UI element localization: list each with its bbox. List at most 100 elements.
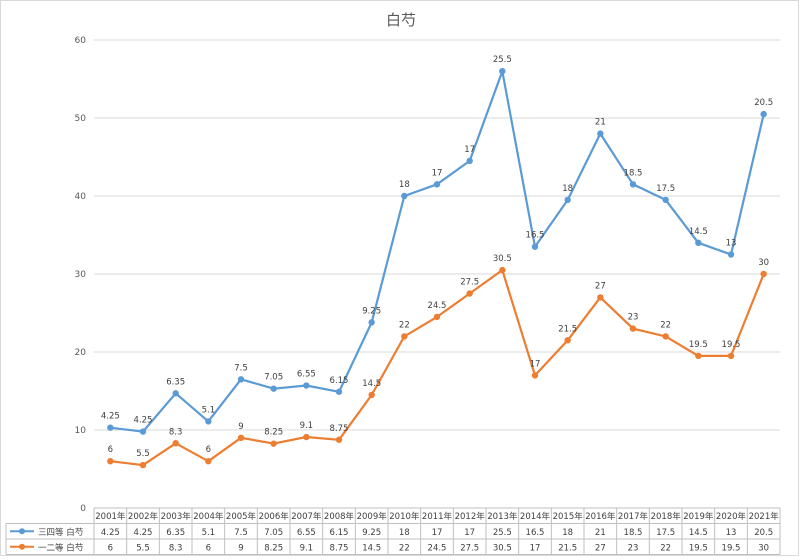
data-label: 6.55 xyxy=(297,370,316,380)
table-cell: 6.35 xyxy=(166,528,185,538)
data-point xyxy=(499,68,506,75)
data-point xyxy=(401,192,408,200)
category-label: 2009年 xyxy=(357,511,388,522)
table-cell: 18.5 xyxy=(624,528,643,538)
data-label: 18 xyxy=(562,184,573,194)
data-point xyxy=(368,391,375,399)
data-point xyxy=(303,433,310,441)
y-tick-label: 50 xyxy=(75,114,87,124)
category-label: 2005年 xyxy=(226,511,257,522)
category-label: 2014年 xyxy=(520,511,551,522)
data-label: 24.5 xyxy=(428,301,447,311)
table-cell: 8.3 xyxy=(169,543,183,553)
table-cell: 25.5 xyxy=(493,528,512,538)
y-tick-label: 10 xyxy=(75,426,87,436)
table-cell: 9.1 xyxy=(300,543,314,553)
table-cell: 30 xyxy=(758,543,769,553)
table-cell: 8.75 xyxy=(330,543,349,553)
category-label: 2017年 xyxy=(618,511,649,522)
data-label: 20.5 xyxy=(754,98,773,108)
legend-label: 一二等 白芍 xyxy=(38,542,83,553)
data-label: 5.5 xyxy=(136,449,150,459)
table-cell: 6 xyxy=(206,543,211,553)
gridlines xyxy=(94,39,780,509)
data-label: 19.5 xyxy=(722,340,741,350)
data-label: 17 xyxy=(432,168,443,178)
data-label: 21 xyxy=(595,118,606,128)
table-cell: 17 xyxy=(432,528,443,538)
data-label: 17.5 xyxy=(656,184,675,194)
data-label: 8.3 xyxy=(169,427,183,437)
data-label: 18.5 xyxy=(624,168,643,178)
data-point xyxy=(760,110,767,118)
data-labels: 4.25 4.25 6.35 5.1 7.5 7.05 6.55 6.15 9.25 18 17 17… xyxy=(101,55,773,459)
data-point xyxy=(629,325,637,332)
category-label: 2015年 xyxy=(553,511,584,522)
table-cell: 17 xyxy=(464,528,475,538)
table-cell: 21 xyxy=(595,528,606,538)
data-point xyxy=(335,436,343,443)
data-label: 9.1 xyxy=(300,421,314,431)
data-point xyxy=(172,440,179,447)
data-label: 6.35 xyxy=(166,377,185,387)
data-label: 4.25 xyxy=(101,412,120,422)
data-label: 7.05 xyxy=(264,373,283,383)
legend-label: 三四等 白芍 xyxy=(38,527,83,538)
data-label: 7.5 xyxy=(234,363,248,373)
data-point xyxy=(237,376,245,383)
table-cell: 9 xyxy=(238,543,243,553)
table-cell: 30.5 xyxy=(493,543,512,553)
category-label: 2004年 xyxy=(193,511,224,522)
data-label: 14.5 xyxy=(689,227,708,237)
data-label: 22 xyxy=(660,320,671,330)
data-label: 19.5 xyxy=(689,340,708,350)
table-cell: 17.5 xyxy=(656,528,675,538)
category-label: 2020年 xyxy=(716,511,747,522)
y-tick-label: 60 xyxy=(75,36,87,46)
table-cell: 14.5 xyxy=(362,543,381,553)
series-lines xyxy=(107,68,767,469)
data-point xyxy=(564,337,571,344)
data-point xyxy=(564,196,571,204)
data-label: 16.5 xyxy=(526,231,545,241)
series-line xyxy=(110,70,765,433)
table-cell: 5.5 xyxy=(136,543,150,553)
data-point xyxy=(499,266,506,274)
data-label: 8.25 xyxy=(264,428,283,438)
data-label: 30 xyxy=(758,258,769,268)
data-point xyxy=(335,388,343,395)
data-point xyxy=(727,352,735,360)
data-point xyxy=(662,333,669,340)
data-point xyxy=(107,424,114,431)
y-tick-label: 20 xyxy=(75,348,87,358)
data-point xyxy=(695,352,702,360)
data-point xyxy=(531,243,539,250)
data-point xyxy=(270,440,277,447)
data-label: 5.1 xyxy=(202,405,216,415)
table-cell: 20.5 xyxy=(754,528,773,538)
legend-marker xyxy=(19,543,25,550)
data-label: 6 xyxy=(108,445,113,455)
data-label: 14.5 xyxy=(362,379,381,389)
table-cell: 27 xyxy=(595,543,606,553)
table-cell: 19.5 xyxy=(689,543,708,553)
data-label: 9.25 xyxy=(362,306,381,316)
data-point xyxy=(139,461,147,469)
data-label: 25.5 xyxy=(493,55,512,65)
table-cell: 18 xyxy=(562,528,573,538)
data-label: 9 xyxy=(238,422,243,432)
data-point xyxy=(368,319,375,326)
data-label: 18 xyxy=(399,180,410,190)
chart-title: 白芍 xyxy=(386,11,416,29)
category-label: 2006年 xyxy=(259,511,290,522)
data-point xyxy=(695,239,702,246)
data-label: 6.15 xyxy=(330,376,349,386)
series-line xyxy=(110,269,765,467)
category-label: 2013年 xyxy=(487,511,518,522)
y-tick-label: 30 xyxy=(75,270,87,280)
table-cell: 27.5 xyxy=(460,543,479,553)
category-label: 2018年 xyxy=(651,511,682,522)
category-label: 2003年 xyxy=(161,511,192,522)
table-cell: 21.5 xyxy=(558,543,577,553)
